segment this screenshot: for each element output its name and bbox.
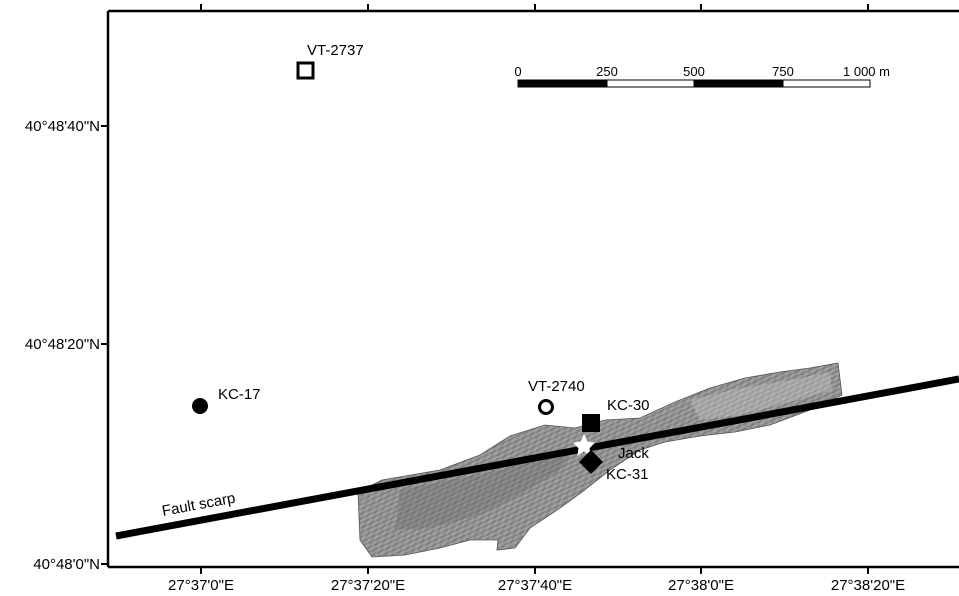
hollow-square-marker-icon [296, 61, 315, 80]
lat-label-1: 40°48'40"N [25, 118, 100, 135]
lon-label-4: 27°38'0"E [668, 577, 734, 594]
lon-label-2: 27°37'20"E [331, 577, 405, 594]
scale-label-0: 0 [514, 64, 521, 79]
site-vt-2737[interactable]: VT-2737 [296, 42, 364, 80]
site-vt-2740[interactable]: VT-2740 [528, 378, 585, 415]
site-label-jack: Jack [618, 445, 649, 462]
scale-label-1000: 1 000 m [843, 64, 890, 79]
star-marker-icon [572, 433, 596, 457]
scale-label-750: 750 [772, 64, 794, 79]
lat-label-3: 40°48'0"N [33, 556, 100, 573]
site-label-vt-2737: VT-2737 [307, 42, 364, 59]
bottom-ticks [200, 567, 869, 574]
lat-label-2: 40°48'20"N [25, 336, 100, 353]
left-ticks [101, 125, 108, 565]
site-kc-30[interactable]: KC-30 [582, 397, 650, 432]
filled-diamond-marker-icon [579, 450, 603, 474]
scale-bar: 0 250 500 750 1 000 m [514, 64, 890, 88]
filled-circle-marker-icon [192, 398, 208, 414]
scale-segment-3 [693, 79, 784, 88]
ring-marker-icon [538, 399, 554, 415]
site-label-kc-31: KC-31 [606, 466, 649, 483]
fault-scarp-line [115, 375, 959, 540]
scale-segment-4 [782, 79, 871, 88]
top-ticks [200, 4, 869, 11]
site-label-vt-2740: VT-2740 [528, 378, 585, 395]
site-label-kc-17: KC-17 [218, 386, 261, 403]
lon-label-3: 27°37'40"E [498, 577, 572, 594]
scale-segment-1 [517, 79, 608, 88]
site-kc-17[interactable]: KC-17 [192, 386, 261, 414]
filled-square-marker-icon [582, 414, 600, 432]
lon-label-5: 27°38'20"E [831, 577, 905, 594]
site-kc-31[interactable]: KC-31 [579, 450, 649, 483]
scale-segment-2 [606, 79, 695, 88]
site-jack[interactable]: Jack [572, 433, 649, 462]
site-label-kc-30: KC-30 [607, 397, 650, 414]
lon-label-1: 27°37'0"E [168, 577, 234, 594]
scale-label-250: 250 [596, 64, 618, 79]
scale-label-500: 500 [683, 64, 705, 79]
